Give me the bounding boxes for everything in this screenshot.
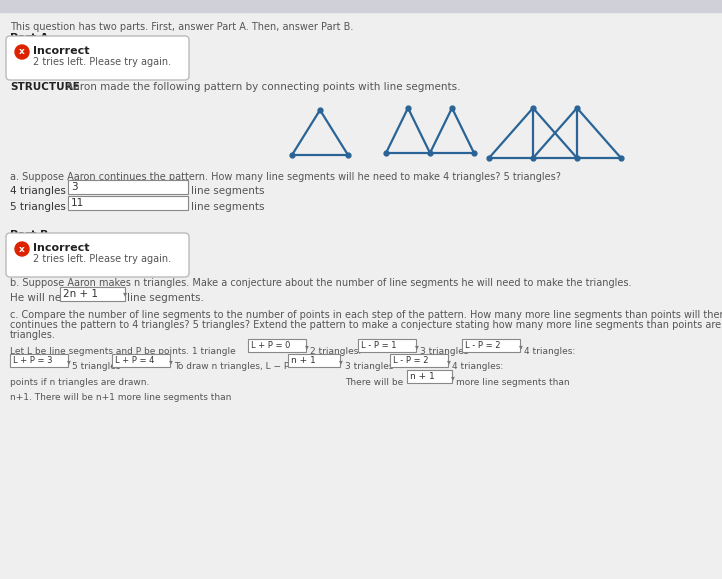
- Text: Aaron made the following pattern by connecting points with line segments.: Aaron made the following pattern by conn…: [63, 82, 461, 92]
- Text: ▾: ▾: [305, 343, 309, 351]
- Text: n + 1: n + 1: [291, 356, 316, 365]
- Text: x: x: [19, 47, 25, 57]
- Text: L + P = 0: L + P = 0: [251, 341, 290, 350]
- Text: n+1. There will be n+1 more line segments than: n+1. There will be n+1 more line segment…: [10, 393, 231, 402]
- Text: This question has two parts. First, answer Part A. Then, answer Part B.: This question has two parts. First, answ…: [10, 22, 353, 32]
- Text: 2 tries left. Please try again.: 2 tries left. Please try again.: [33, 254, 171, 264]
- Text: line segments.: line segments.: [127, 293, 204, 303]
- Text: 5 triangles =: 5 triangles =: [10, 202, 78, 212]
- Circle shape: [15, 242, 29, 256]
- Text: L - P = 2: L - P = 2: [465, 341, 500, 350]
- Text: x: x: [19, 244, 25, 254]
- Text: There will be: There will be: [345, 378, 404, 387]
- Bar: [407, 370, 452, 383]
- Text: ▾: ▾: [415, 343, 419, 351]
- Text: ▾: ▾: [451, 373, 455, 383]
- Text: L - P = 2: L - P = 2: [393, 356, 428, 365]
- Text: Part A: Part A: [10, 33, 48, 43]
- Text: Incorrect: Incorrect: [33, 46, 90, 56]
- Text: ▾: ▾: [169, 357, 173, 367]
- Text: a. Suppose Aaron continues the pattern. How many line segments will he need to m: a. Suppose Aaron continues the pattern. …: [10, 172, 561, 182]
- Text: c. Compare the number of line segments to the number of points in each step of t: c. Compare the number of line segments t…: [10, 310, 722, 320]
- Text: 11: 11: [71, 198, 84, 208]
- Bar: [288, 354, 340, 367]
- Text: line segments: line segments: [191, 202, 264, 212]
- Text: more line segments than: more line segments than: [456, 378, 570, 387]
- Text: ▾: ▾: [67, 357, 71, 367]
- Text: n + 1: n + 1: [410, 372, 435, 381]
- Bar: [112, 354, 170, 367]
- Bar: [358, 339, 416, 352]
- Bar: [68, 180, 188, 194]
- Text: 5 triangles: 5 triangles: [72, 362, 121, 371]
- Text: points if n triangles are drawn.: points if n triangles are drawn.: [10, 378, 149, 387]
- Bar: [390, 354, 448, 367]
- Text: 4 triangles =: 4 triangles =: [10, 186, 78, 196]
- Bar: [60, 287, 125, 301]
- Text: 2 tries left. Please try again.: 2 tries left. Please try again.: [33, 57, 171, 67]
- Text: line segments: line segments: [191, 186, 264, 196]
- Text: L + P = 4: L + P = 4: [115, 356, 155, 365]
- Bar: [0, 0, 722, 12]
- Text: To draw n triangles, L − P =: To draw n triangles, L − P =: [174, 362, 300, 371]
- FancyBboxPatch shape: [6, 233, 189, 277]
- Text: 2 triangles:: 2 triangles:: [310, 347, 361, 356]
- Text: Part B: Part B: [10, 230, 48, 240]
- Text: 3: 3: [71, 182, 78, 192]
- Text: ▾: ▾: [519, 343, 523, 351]
- Text: 4 triangles:: 4 triangles:: [524, 347, 575, 356]
- Text: 3 triangles: 3 triangles: [345, 362, 393, 371]
- Text: STRUCTURE: STRUCTURE: [10, 82, 79, 92]
- Text: ▾: ▾: [447, 357, 451, 367]
- Text: L + P = 3: L + P = 3: [13, 356, 53, 365]
- Text: continues the pattern to 4 triangles? 5 triangles? Extend the pattern to make a : continues the pattern to 4 triangles? 5 …: [10, 320, 722, 330]
- Bar: [10, 354, 68, 367]
- Text: Incorrect: Incorrect: [33, 243, 90, 253]
- Text: 4 triangles:: 4 triangles:: [452, 362, 503, 371]
- Circle shape: [15, 45, 29, 59]
- Text: 2n + 1: 2n + 1: [63, 289, 98, 299]
- Text: 3 triangles: 3 triangles: [420, 347, 469, 356]
- Text: b. Suppose Aaron makes n triangles. Make a conjecture about the number of line s: b. Suppose Aaron makes n triangles. Make…: [10, 278, 632, 288]
- Text: ▾: ▾: [339, 357, 343, 367]
- Text: ▾: ▾: [123, 290, 127, 299]
- Bar: [248, 339, 306, 352]
- FancyBboxPatch shape: [6, 36, 189, 80]
- Text: L - P = 1: L - P = 1: [361, 341, 396, 350]
- Bar: [68, 196, 188, 210]
- Text: Let L be line segments and P be points. 1 triangle: Let L be line segments and P be points. …: [10, 347, 236, 356]
- Bar: [462, 339, 520, 352]
- Text: triangles.: triangles.: [10, 330, 56, 340]
- Text: He will need: He will need: [10, 293, 74, 303]
